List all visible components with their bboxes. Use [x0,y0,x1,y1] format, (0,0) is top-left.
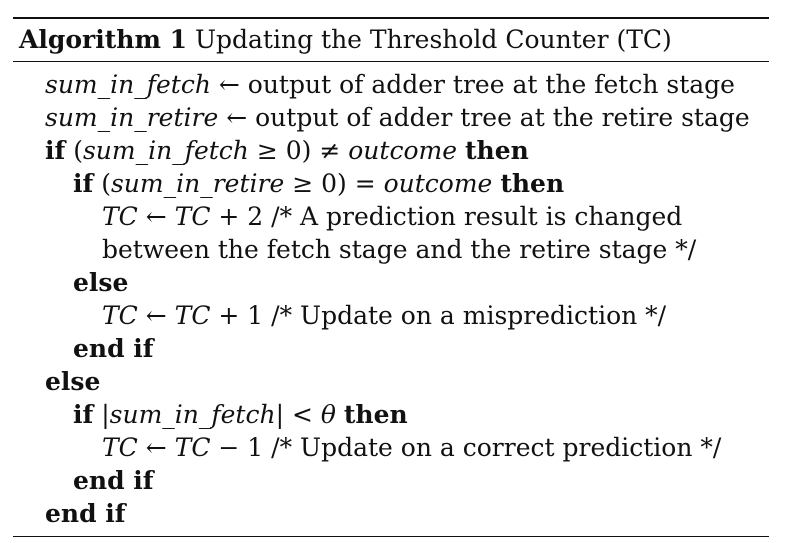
algorithm-body: sum_in_fetch ← output of adder tree at t… [13,62,769,530]
algorithm-line: TC ← TC + 1 /* Update on a misprediction… [102,301,667,330]
algorithm-line: sum_in_retire ← output of adder tree at … [45,103,750,132]
algorithm-line: end if [73,334,154,363]
algorithm-block: Algorithm 1 Updating the Threshold Count… [13,17,769,537]
algorithm-line: else [73,268,129,297]
algorithm-line: else [45,367,101,396]
algorithm-title: Updating the Threshold Counter (TC) [194,25,672,54]
algorithm-caption: Algorithm 1 Updating the Threshold Count… [13,19,769,61]
algorithm-line: if (sum_in_fetch ≥ 0) ≠ outcome then [45,136,529,165]
algorithm-line: TC ← TC − 1 /* Update on a correct predi… [102,433,722,462]
algorithm-line: end if [45,499,126,528]
algorithm-line: if (sum_in_retire ≥ 0) = outcome then [73,169,565,198]
algorithm-line: end if [73,466,154,495]
algorithm-label: Algorithm 1 [19,25,187,54]
caption-rule [13,61,769,62]
algorithm-line: TC ← TC + 2 /* A prediction result is ch… [102,202,683,231]
top-rule [13,17,769,19]
algorithm-line: if |sum_in_fetch| < θ then [73,400,408,429]
algorithm-line: sum_in_fetch ← output of adder tree at t… [45,70,735,99]
bottom-rule [13,536,769,537]
algorithm-line: between the fetch stage and the retire s… [102,235,697,264]
